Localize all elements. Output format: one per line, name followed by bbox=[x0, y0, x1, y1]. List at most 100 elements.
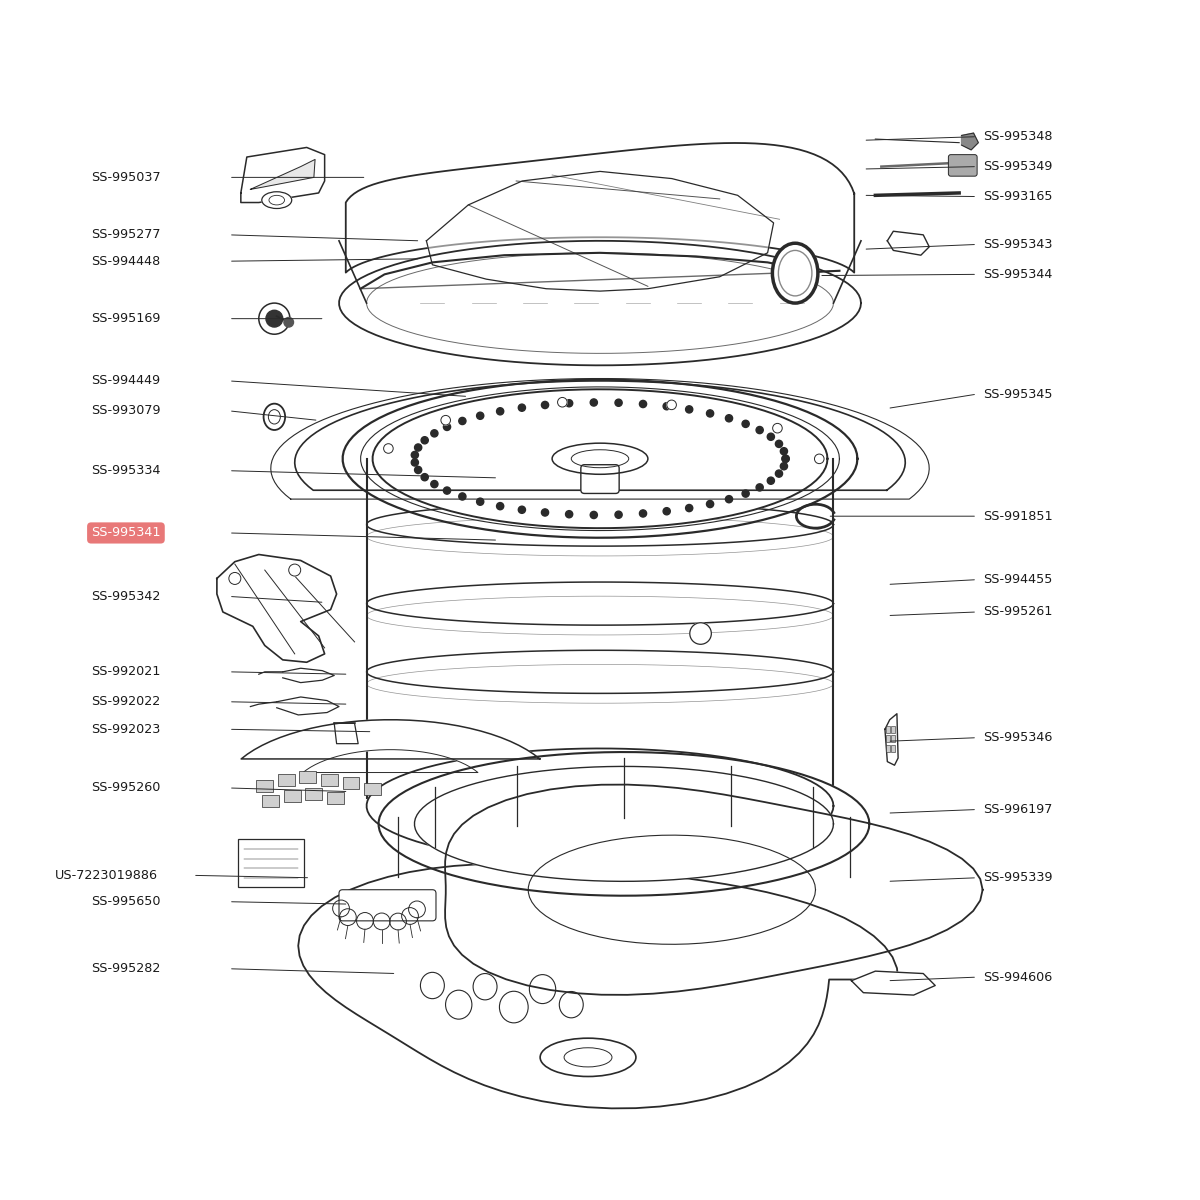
Text: SS-995650: SS-995650 bbox=[91, 895, 161, 908]
Text: SS-995282: SS-995282 bbox=[91, 962, 161, 976]
Bar bbox=[278, 774, 295, 786]
Text: SS-995342: SS-995342 bbox=[91, 590, 161, 602]
Text: SS-995339: SS-995339 bbox=[983, 871, 1052, 884]
Circle shape bbox=[707, 500, 714, 508]
Circle shape bbox=[431, 480, 438, 487]
Text: SS-993079: SS-993079 bbox=[91, 404, 161, 418]
Polygon shape bbox=[887, 232, 929, 256]
Polygon shape bbox=[299, 864, 898, 1109]
Circle shape bbox=[667, 400, 677, 409]
Circle shape bbox=[373, 913, 390, 930]
Ellipse shape bbox=[529, 974, 556, 1003]
Circle shape bbox=[780, 448, 787, 455]
Circle shape bbox=[640, 401, 647, 408]
Circle shape bbox=[541, 401, 548, 408]
Circle shape bbox=[458, 493, 466, 500]
Polygon shape bbox=[852, 971, 935, 995]
Text: SS-995348: SS-995348 bbox=[983, 130, 1052, 143]
Circle shape bbox=[767, 478, 774, 485]
Circle shape bbox=[497, 408, 504, 415]
Circle shape bbox=[340, 908, 356, 925]
Polygon shape bbox=[335, 724, 358, 744]
Circle shape bbox=[421, 437, 428, 444]
Text: SS-995169: SS-995169 bbox=[91, 312, 161, 325]
Bar bbox=[886, 745, 889, 752]
Polygon shape bbox=[884, 714, 898, 766]
Polygon shape bbox=[241, 148, 325, 203]
Circle shape bbox=[414, 444, 421, 451]
FancyBboxPatch shape bbox=[581, 464, 619, 493]
Polygon shape bbox=[343, 379, 858, 538]
Bar bbox=[890, 726, 894, 733]
Circle shape bbox=[664, 403, 671, 410]
Circle shape bbox=[773, 424, 782, 433]
Ellipse shape bbox=[559, 991, 583, 1018]
Circle shape bbox=[458, 418, 466, 425]
Circle shape bbox=[614, 400, 622, 407]
Text: SS-993165: SS-993165 bbox=[983, 190, 1052, 203]
FancyBboxPatch shape bbox=[948, 155, 977, 176]
Circle shape bbox=[497, 503, 504, 510]
Circle shape bbox=[690, 623, 712, 644]
Ellipse shape bbox=[499, 991, 528, 1022]
Text: SS-995344: SS-995344 bbox=[983, 268, 1052, 281]
Circle shape bbox=[402, 907, 419, 924]
Circle shape bbox=[767, 433, 774, 440]
Bar bbox=[328, 792, 343, 804]
Circle shape bbox=[412, 451, 419, 458]
Bar bbox=[890, 736, 894, 743]
Text: SS-995346: SS-995346 bbox=[983, 731, 1052, 744]
Circle shape bbox=[558, 397, 568, 407]
Circle shape bbox=[414, 467, 421, 474]
Ellipse shape bbox=[262, 192, 292, 209]
Text: SS-994455: SS-994455 bbox=[983, 574, 1052, 586]
Circle shape bbox=[742, 420, 749, 427]
Circle shape bbox=[756, 484, 763, 491]
Text: SS-994606: SS-994606 bbox=[983, 971, 1052, 984]
Circle shape bbox=[756, 426, 763, 433]
Circle shape bbox=[775, 440, 782, 448]
Circle shape bbox=[707, 410, 714, 418]
Bar bbox=[364, 784, 380, 796]
Circle shape bbox=[390, 913, 407, 930]
Text: SS-995349: SS-995349 bbox=[983, 160, 1052, 173]
Text: SS-995037: SS-995037 bbox=[91, 170, 161, 184]
Circle shape bbox=[421, 474, 428, 481]
Circle shape bbox=[640, 510, 647, 517]
Text: SS-992021: SS-992021 bbox=[91, 665, 161, 678]
Circle shape bbox=[780, 463, 787, 470]
Circle shape bbox=[782, 455, 790, 462]
Text: SS-995334: SS-995334 bbox=[91, 464, 161, 478]
Circle shape bbox=[565, 400, 572, 407]
Text: SS-995345: SS-995345 bbox=[983, 388, 1052, 401]
Polygon shape bbox=[251, 160, 316, 190]
Circle shape bbox=[726, 415, 732, 422]
Polygon shape bbox=[283, 668, 335, 683]
Circle shape bbox=[685, 406, 692, 413]
Circle shape bbox=[284, 318, 294, 328]
Polygon shape bbox=[414, 767, 834, 881]
Circle shape bbox=[590, 511, 598, 518]
Circle shape bbox=[614, 511, 622, 518]
Circle shape bbox=[289, 564, 301, 576]
Polygon shape bbox=[340, 241, 860, 365]
Text: SS-991851: SS-991851 bbox=[983, 510, 1052, 523]
Circle shape bbox=[782, 455, 790, 462]
Bar bbox=[342, 778, 359, 790]
Circle shape bbox=[685, 504, 692, 511]
Circle shape bbox=[412, 458, 419, 466]
Circle shape bbox=[408, 901, 425, 918]
Ellipse shape bbox=[540, 1038, 636, 1076]
Ellipse shape bbox=[552, 443, 648, 474]
Polygon shape bbox=[373, 389, 828, 528]
Ellipse shape bbox=[779, 251, 812, 296]
Circle shape bbox=[440, 415, 450, 425]
Bar bbox=[322, 774, 338, 786]
Ellipse shape bbox=[420, 972, 444, 998]
Bar bbox=[886, 736, 889, 743]
Circle shape bbox=[444, 487, 451, 494]
Circle shape bbox=[229, 572, 241, 584]
Circle shape bbox=[726, 496, 732, 503]
Circle shape bbox=[444, 424, 451, 431]
Polygon shape bbox=[379, 752, 869, 895]
